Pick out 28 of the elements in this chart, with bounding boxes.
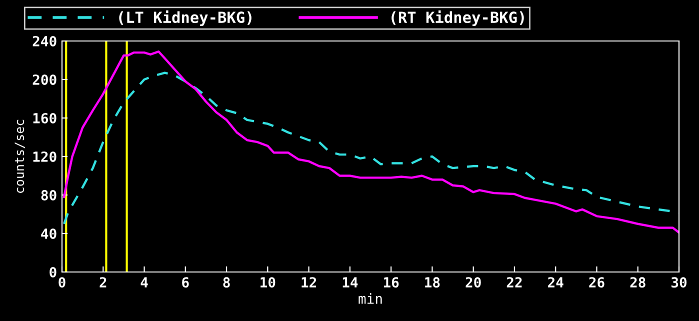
y-tick-label: 240 — [32, 36, 56, 46]
x-tick-label: 20 — [466, 277, 481, 288]
x-tick-label: 4 — [140, 277, 148, 288]
x-tick-label: 22 — [506, 277, 522, 288]
x-tick-label: 30 — [671, 277, 687, 288]
y-tick-label: 0 — [50, 266, 56, 278]
y-tick-label: 80 — [41, 190, 56, 200]
x-tick-label: 10 — [260, 277, 276, 288]
x-tick-label: 28 — [630, 277, 646, 288]
x-tick-label: 16 — [384, 277, 399, 288]
x-tick-label: 0 — [58, 277, 66, 288]
x-tick-label: 24 — [548, 277, 564, 288]
y-tick-label: 160 — [33, 112, 56, 124]
x-tick-label: 14 — [342, 277, 358, 288]
x-tick-label: 26 — [589, 277, 604, 288]
x-tick-label: 8 — [223, 277, 230, 288]
y-axis-title: counts/sec — [14, 120, 26, 193]
y-tick-label: 200 — [32, 74, 56, 85]
line-series — [62, 50, 679, 234]
y-tick-label: 40 — [41, 228, 56, 239]
legend-label: (LT Kidney-BKG) — [119, 10, 252, 26]
x-tick-label: 12 — [302, 277, 316, 288]
legend-label: (RT Kidney-BKG) — [392, 10, 524, 26]
y-tick-label: 120 — [33, 151, 56, 162]
x-tick-label: 18 — [425, 277, 440, 288]
x-tick-label: 6 — [182, 277, 189, 288]
x-tick-label: 2 — [100, 277, 106, 288]
x-axis-title: min — [358, 293, 382, 304]
